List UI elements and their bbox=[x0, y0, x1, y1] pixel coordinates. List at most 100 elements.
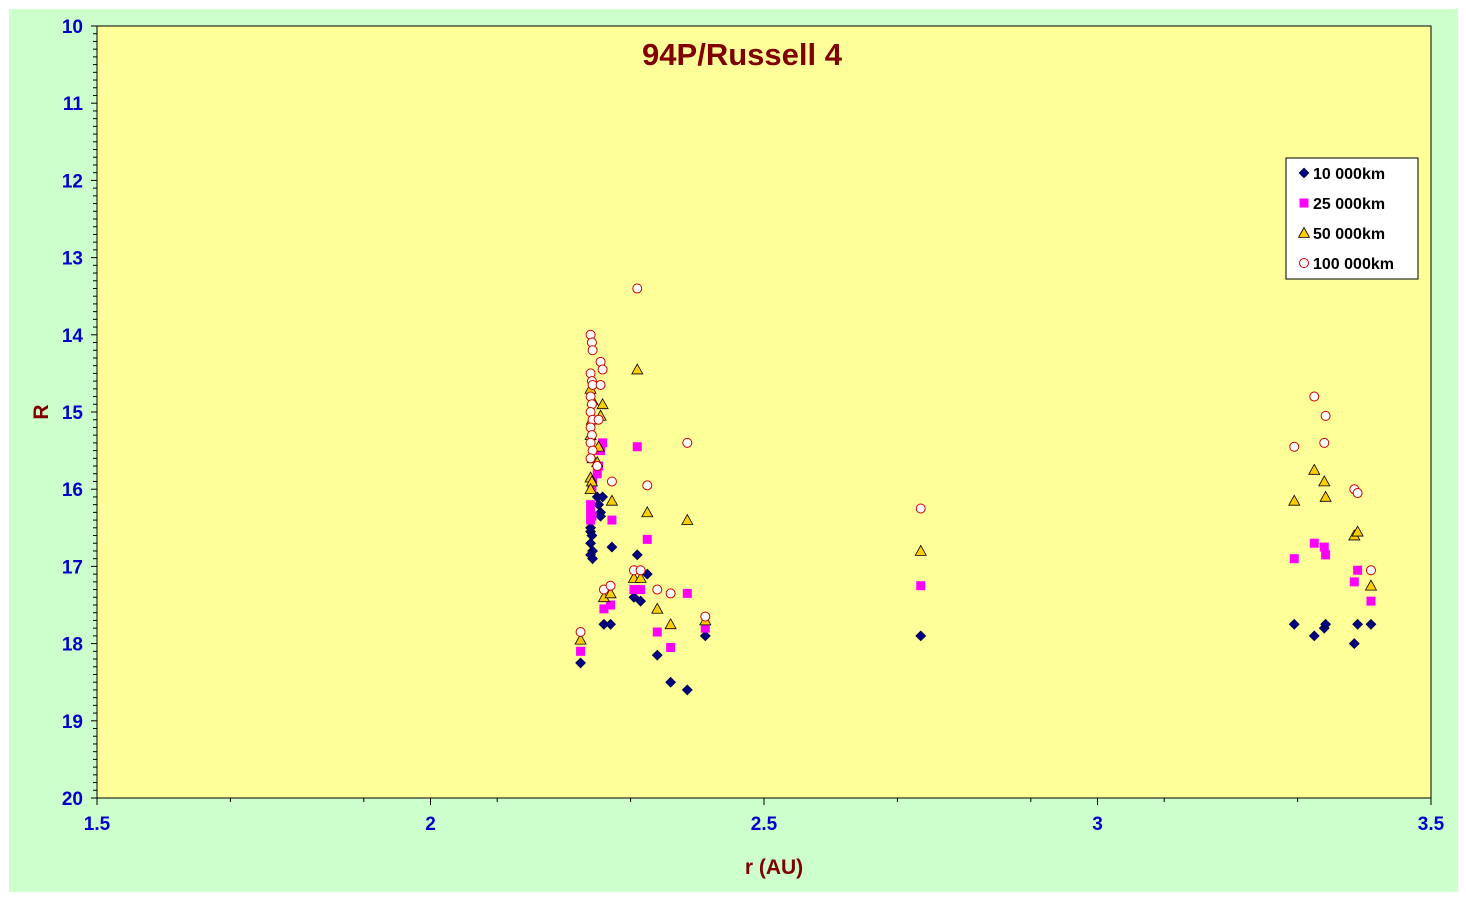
data-point bbox=[628, 591, 640, 603]
x-axis-title: r (AU) bbox=[745, 856, 803, 879]
data-point bbox=[587, 553, 599, 565]
y-tick-label: 19 bbox=[62, 712, 83, 733]
data-point bbox=[1320, 410, 1331, 421]
data-marks bbox=[574, 283, 1378, 696]
x-tick-label: 3.5 bbox=[1418, 814, 1445, 835]
data-point bbox=[1319, 437, 1330, 448]
data-point bbox=[1353, 565, 1363, 575]
legend: 10 000km 25 000km 50 000km 100 000km bbox=[1285, 157, 1419, 280]
y-tick-label: 12 bbox=[62, 171, 83, 192]
data-point bbox=[587, 345, 598, 356]
data-point bbox=[634, 571, 647, 583]
data-point bbox=[605, 494, 619, 506]
data-point bbox=[1309, 538, 1319, 548]
data-point bbox=[605, 618, 617, 630]
data-point bbox=[1321, 550, 1331, 560]
legend-label: 25 000km bbox=[1313, 196, 1385, 213]
data-point bbox=[595, 379, 606, 390]
data-point bbox=[636, 585, 646, 595]
data-point bbox=[700, 611, 711, 622]
data-point bbox=[607, 515, 617, 525]
data-point bbox=[914, 544, 927, 556]
data-point bbox=[1365, 565, 1376, 576]
data-point bbox=[606, 541, 618, 553]
data-point bbox=[652, 627, 662, 637]
data-point bbox=[699, 630, 711, 642]
data-point bbox=[916, 581, 926, 591]
data-point bbox=[1309, 391, 1320, 402]
data-point bbox=[1365, 618, 1377, 630]
data-point bbox=[592, 469, 602, 479]
chart-svg: 10 11 12 13 14 15 16 17 18 19 201.5 2 2.5 3 3.5 94P/Ru… bbox=[30, 17, 1445, 879]
legend-marker bbox=[1299, 258, 1309, 268]
legend-marker bbox=[1297, 226, 1311, 238]
data-point bbox=[1349, 577, 1359, 587]
data-point bbox=[700, 623, 710, 633]
data-point bbox=[631, 363, 644, 375]
y-tick-label: 18 bbox=[62, 635, 83, 656]
legend-label: 100 000km bbox=[1313, 256, 1394, 273]
data-point bbox=[1351, 525, 1364, 537]
data-point bbox=[574, 633, 587, 645]
data-point bbox=[584, 482, 597, 495]
data-point bbox=[642, 534, 652, 544]
y-tick-label: 11 bbox=[63, 94, 84, 115]
plot-area bbox=[96, 25, 1432, 799]
y-tick-label: 16 bbox=[62, 480, 83, 501]
data-point bbox=[1364, 579, 1378, 591]
legend-marker bbox=[1298, 167, 1310, 179]
data-point bbox=[1352, 488, 1363, 499]
y-tick-label: 10 bbox=[62, 17, 83, 38]
data-point bbox=[596, 397, 609, 410]
data-point bbox=[598, 438, 608, 448]
legend-items: 10 000km 25 000km 50 000km 100 000km bbox=[1297, 166, 1394, 273]
legend-box bbox=[1285, 157, 1419, 280]
data-point bbox=[642, 480, 653, 491]
series-2 bbox=[576, 438, 1376, 656]
data-point bbox=[1318, 475, 1331, 487]
data-point bbox=[651, 602, 664, 614]
data-point bbox=[604, 587, 617, 599]
y-tick-label: 20 bbox=[62, 789, 83, 810]
legend-label: 10 000km bbox=[1313, 166, 1385, 183]
data-point bbox=[606, 600, 616, 610]
y-tick-label: 17 bbox=[62, 557, 83, 578]
data-point bbox=[681, 513, 694, 525]
legend-label: 50 000km bbox=[1313, 226, 1385, 243]
data-point bbox=[629, 585, 639, 595]
series-1 bbox=[575, 491, 1377, 696]
data-point bbox=[1366, 596, 1376, 606]
data-point bbox=[665, 588, 676, 599]
chart-title: 94P/Russell 4 bbox=[642, 37, 843, 72]
data-point bbox=[595, 510, 607, 522]
data-point bbox=[606, 476, 617, 487]
data-point bbox=[1319, 490, 1332, 502]
data-point bbox=[575, 627, 586, 638]
data-point bbox=[585, 522, 597, 534]
data-point bbox=[665, 676, 677, 688]
data-point bbox=[1352, 618, 1364, 630]
data-point bbox=[635, 565, 646, 576]
y-tick-label: 15 bbox=[62, 403, 84, 424]
data-point bbox=[632, 283, 643, 294]
data-point bbox=[666, 642, 676, 652]
data-point bbox=[651, 649, 663, 661]
legend-marker bbox=[1299, 198, 1309, 208]
data-point bbox=[586, 500, 596, 510]
x-tick-label: 2.5 bbox=[751, 814, 778, 835]
chart-area: 10 11 12 13 14 15 16 17 18 19 20 1.5 2 2.5 3 3.5 94P/Ru… bbox=[9, 9, 1458, 892]
data-point bbox=[1319, 542, 1329, 552]
data-point bbox=[599, 604, 609, 614]
series-4 bbox=[575, 283, 1376, 638]
data-point bbox=[632, 442, 642, 452]
data-point bbox=[631, 549, 643, 561]
data-point bbox=[586, 515, 596, 525]
data-point bbox=[597, 491, 609, 503]
data-point bbox=[641, 506, 654, 518]
data-point bbox=[575, 657, 586, 669]
data-point bbox=[652, 584, 663, 595]
y-tick-label: 13 bbox=[62, 249, 83, 270]
data-point bbox=[1289, 554, 1299, 564]
x-tick-label: 3 bbox=[1092, 814, 1103, 835]
x-tick-label: 1.5 bbox=[84, 814, 111, 835]
